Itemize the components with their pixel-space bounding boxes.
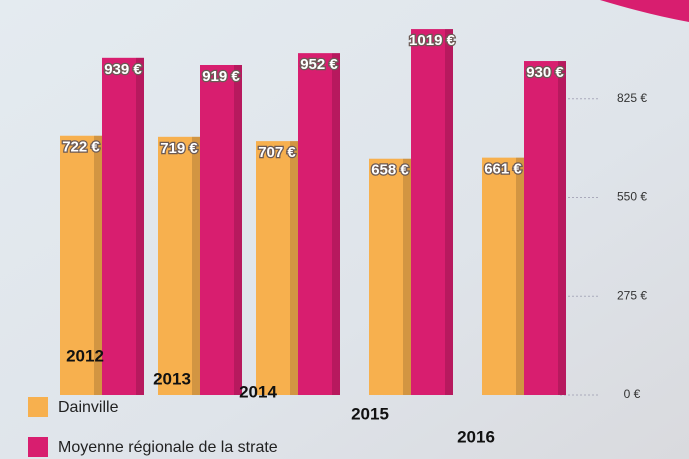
bar-side (192, 136, 200, 395)
legend-swatch (28, 437, 48, 457)
data-label: 939 € (104, 61, 142, 78)
corner-decoration (600, 0, 689, 22)
bar-side (516, 157, 524, 395)
x-tick-label: 2015 (351, 404, 389, 423)
data-label: 952 € (300, 56, 338, 73)
bar-side (136, 57, 144, 396)
x-tick-label: 2013 (153, 369, 191, 388)
legend-label: Moyenne régionale de la strate (58, 439, 278, 456)
data-label: 658 € (371, 162, 409, 179)
legend-label: Dainville (58, 399, 119, 416)
bar-side (234, 64, 242, 395)
bar-side (558, 61, 566, 395)
y-tick-label: 825 € (617, 91, 647, 105)
bar-side (332, 53, 340, 396)
bar-side (290, 141, 298, 395)
bar (482, 157, 524, 395)
bar (158, 136, 200, 395)
bar (60, 135, 102, 395)
legend-swatch (28, 397, 48, 417)
x-tick-label: 2016 (457, 427, 495, 446)
bar-side (445, 29, 453, 395)
data-label: 930 € (526, 64, 564, 81)
x-tick-label: 2014 (239, 382, 277, 401)
y-tick-label: 275 € (617, 288, 647, 302)
data-label: 1019 € (409, 32, 456, 49)
bar (411, 29, 453, 395)
y-tick-label: 550 € (617, 190, 647, 204)
y-tick-label: 0 € (624, 387, 641, 401)
bar (369, 158, 411, 395)
bar (200, 64, 242, 395)
bar-side (403, 158, 411, 395)
data-label: 919 € (202, 68, 240, 85)
data-label: 719 € (160, 140, 198, 157)
bar (298, 53, 340, 396)
data-label: 707 € (258, 144, 296, 161)
data-label: 722 € (62, 139, 100, 156)
x-tick-label: 2012 (66, 346, 104, 365)
bar (524, 61, 566, 395)
bar (256, 141, 298, 395)
bar-side (94, 135, 102, 395)
bar (102, 57, 144, 396)
data-label: 661 € (484, 161, 522, 178)
